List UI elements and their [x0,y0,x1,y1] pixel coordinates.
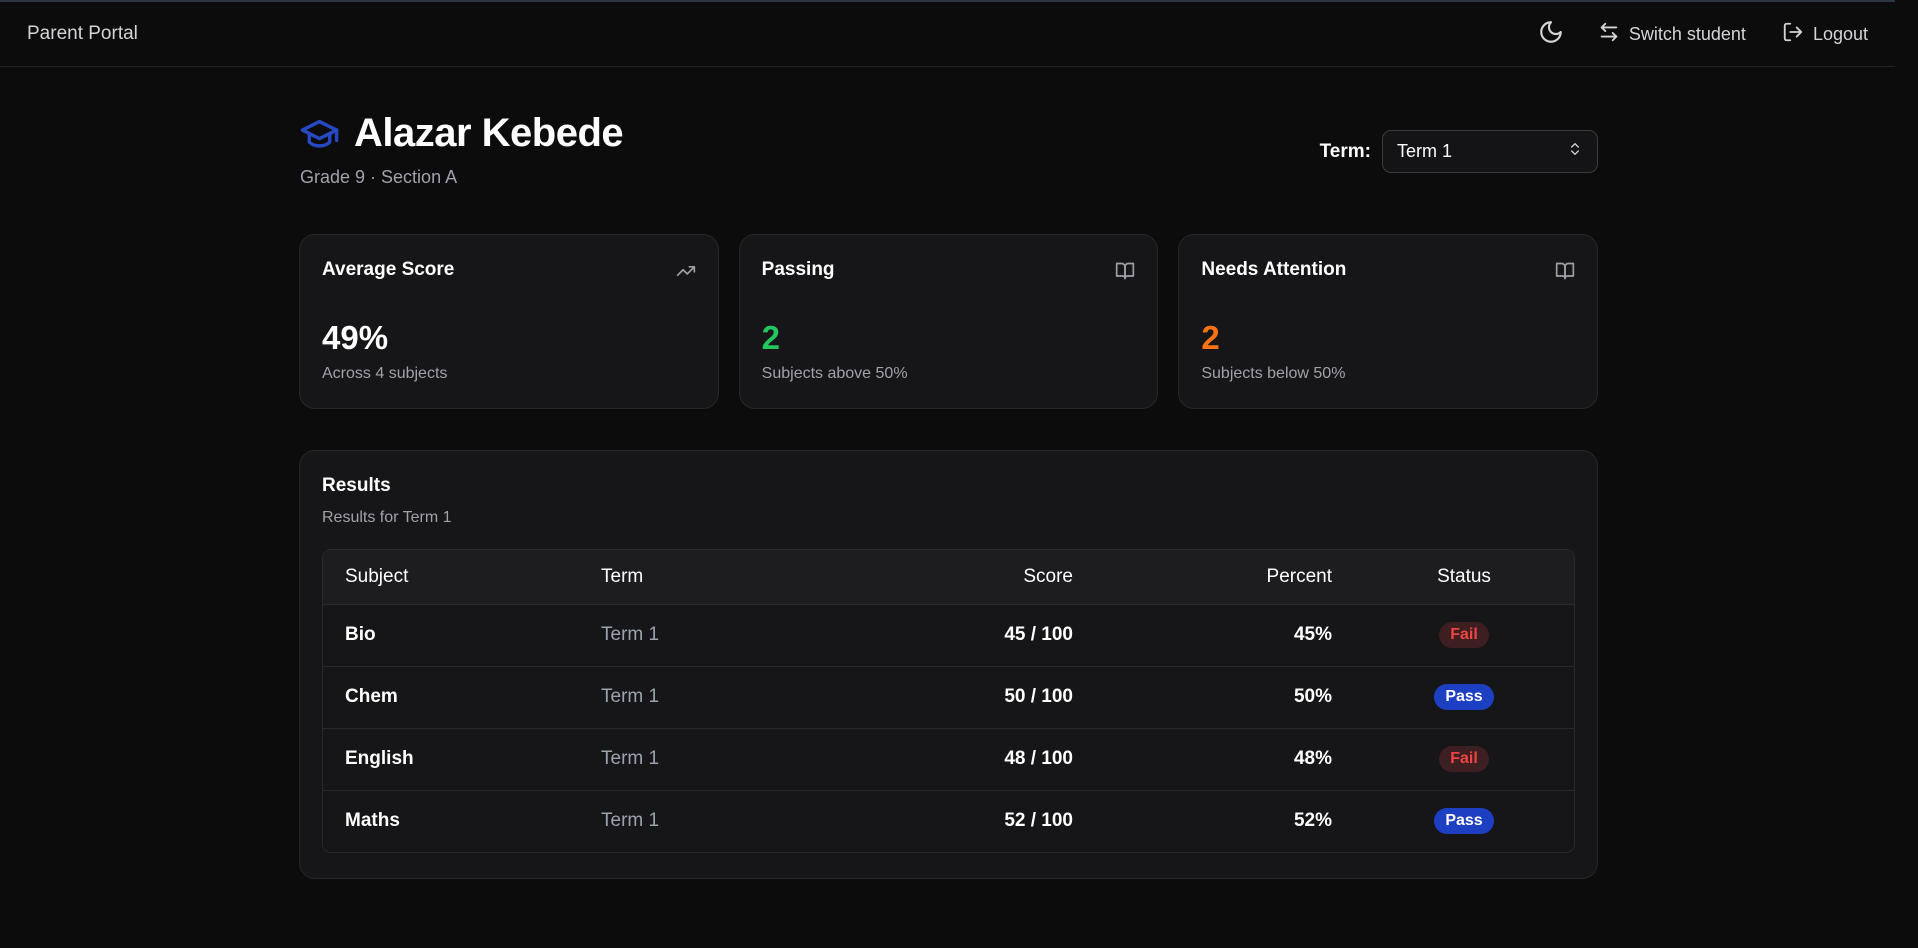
term-filter: Term: Term 1 [1320,130,1598,173]
cell-subject: Maths [323,789,579,852]
column-header-term: Term [601,565,644,587]
cell-term: Term 1 [579,665,835,728]
card-note: Subjects below 50% [1201,365,1346,382]
card-note: Subjects above 50% [761,365,908,382]
status-badge: Pass [1434,808,1494,835]
cell-status: Pass [1354,789,1574,852]
logout-icon [1782,21,1804,48]
cell-score: 52 / 100 [835,789,1095,852]
column-header-percent: Percent [1266,565,1332,587]
cell-percent: 50% [1095,665,1354,728]
card-title: Average Score [322,259,455,280]
card-value: 49% [322,319,389,356]
table-row: English Term 1 48 / 100 48% Fail [323,727,1574,790]
cell-status: Pass [1354,665,1574,728]
column-header-status: Status [1437,565,1491,587]
term-select[interactable]: Term 1 [1382,130,1598,173]
card-title: Needs Attention [1201,259,1347,280]
cell-subject: Chem [323,665,579,728]
cell-percent: 45% [1095,603,1354,666]
main-content: Alazar Kebede Grade 9 · Section A Term: … [299,67,1599,879]
cell-percent: 48% [1095,727,1354,790]
student-title: Alazar Kebede [299,111,624,156]
cell-status: Fail [1354,603,1574,666]
term-label: Term: [1319,140,1371,162]
cell-score: 45 / 100 [835,603,1095,666]
top-nav-actions: Switch student Logout [1538,2,1868,66]
status-badge: Fail [1439,622,1489,648]
cell-percent: 52% [1095,789,1354,852]
graduation-cap-icon [299,113,340,154]
column-header-subject: Subject [345,565,409,587]
table-row: Bio Term 1 45 / 100 45% Fail [323,603,1574,666]
student-name: Alazar Kebede [354,111,624,155]
cell-term: Term 1 [579,603,835,666]
status-badge: Pass [1434,684,1494,710]
table-header-row: Subject Term Score Percent Status [323,550,1574,604]
cell-status: Fail [1354,727,1574,790]
student-grade-section: Grade 9 · Section A [300,167,458,187]
cell-subject: Bio [323,603,579,666]
card-value: 2 [761,319,781,356]
arrow-left-right-icon [1598,21,1620,48]
needs-attention-card: Needs Attention 2 Subjects below 50% [1178,234,1599,409]
summary-cards: Average Score 49% Across 4 subjects Pass… [299,234,1599,409]
column-header-score: Score [1023,565,1073,587]
results-table: Subject Term Score Percent Status Bio Te… [322,549,1575,853]
logout-label: Logout [1812,23,1868,44]
status-badge: Fail [1439,746,1489,772]
chevrons-up-down-icon [1567,141,1583,162]
cell-score: 50 / 100 [835,665,1095,728]
table-row: Chem Term 1 50 / 100 50% Pass [323,665,1574,728]
book-open-icon [1115,261,1135,281]
cell-score: 48 / 100 [835,727,1095,790]
logout-button[interactable]: Logout [1782,21,1868,48]
results-title: Results [322,475,391,496]
passing-card: Passing 2 Subjects above 50% [738,234,1159,409]
table-row: Maths Term 1 52 / 100 52% Pass [323,789,1574,852]
card-title: Passing [761,259,835,280]
app-brand[interactable]: Parent Portal [27,23,138,44]
book-open-icon [1555,261,1575,281]
switch-student-label: Switch student [1628,23,1746,44]
theme-toggle-button[interactable] [1538,19,1564,50]
student-header: Alazar Kebede Grade 9 · Section A Term: … [299,67,1598,234]
cell-term: Term 1 [579,727,835,790]
card-value: 2 [1201,319,1220,356]
average-score-card: Average Score 49% Across 4 subjects [299,234,719,409]
results-panel: Results Results for Term 1 Subject Term … [299,450,1598,879]
term-select-value: Term 1 [1397,141,1453,161]
cell-term: Term 1 [579,789,835,852]
results-subtitle: Results for Term 1 [322,509,452,526]
card-note: Across 4 subjects [322,365,448,382]
top-navbar: Parent Portal Switch student Logout [0,0,1895,67]
switch-student-button[interactable]: Switch student [1598,21,1746,48]
moon-icon [1538,19,1564,50]
trending-up-icon [676,261,696,281]
cell-subject: English [323,727,579,790]
